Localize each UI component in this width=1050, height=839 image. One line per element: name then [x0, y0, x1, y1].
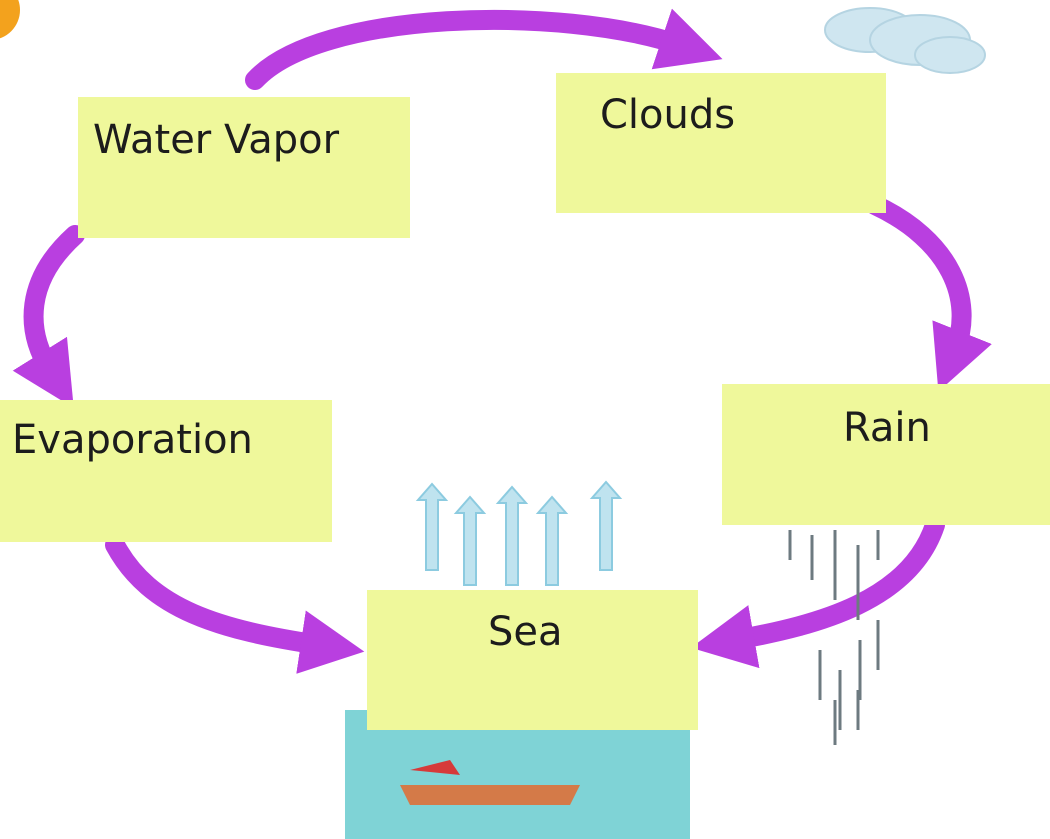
arrow [115, 545, 320, 645]
node-label: Clouds [600, 95, 735, 135]
boat [400, 785, 580, 805]
arrow [255, 20, 680, 80]
rain-lines [790, 530, 878, 745]
node-label: Sea [488, 612, 563, 652]
node-label: Evaporation [12, 420, 253, 460]
node-label: Rain [843, 408, 931, 448]
node-label: Water Vapor [93, 120, 339, 160]
cloud-icon [825, 8, 985, 73]
arrow [34, 235, 75, 370]
arrow [875, 205, 962, 350]
page: Water Vapor Clouds Rain Sea Evaporation … [0, 0, 1050, 839]
sun [0, 0, 20, 40]
steam-arrows [418, 482, 620, 585]
